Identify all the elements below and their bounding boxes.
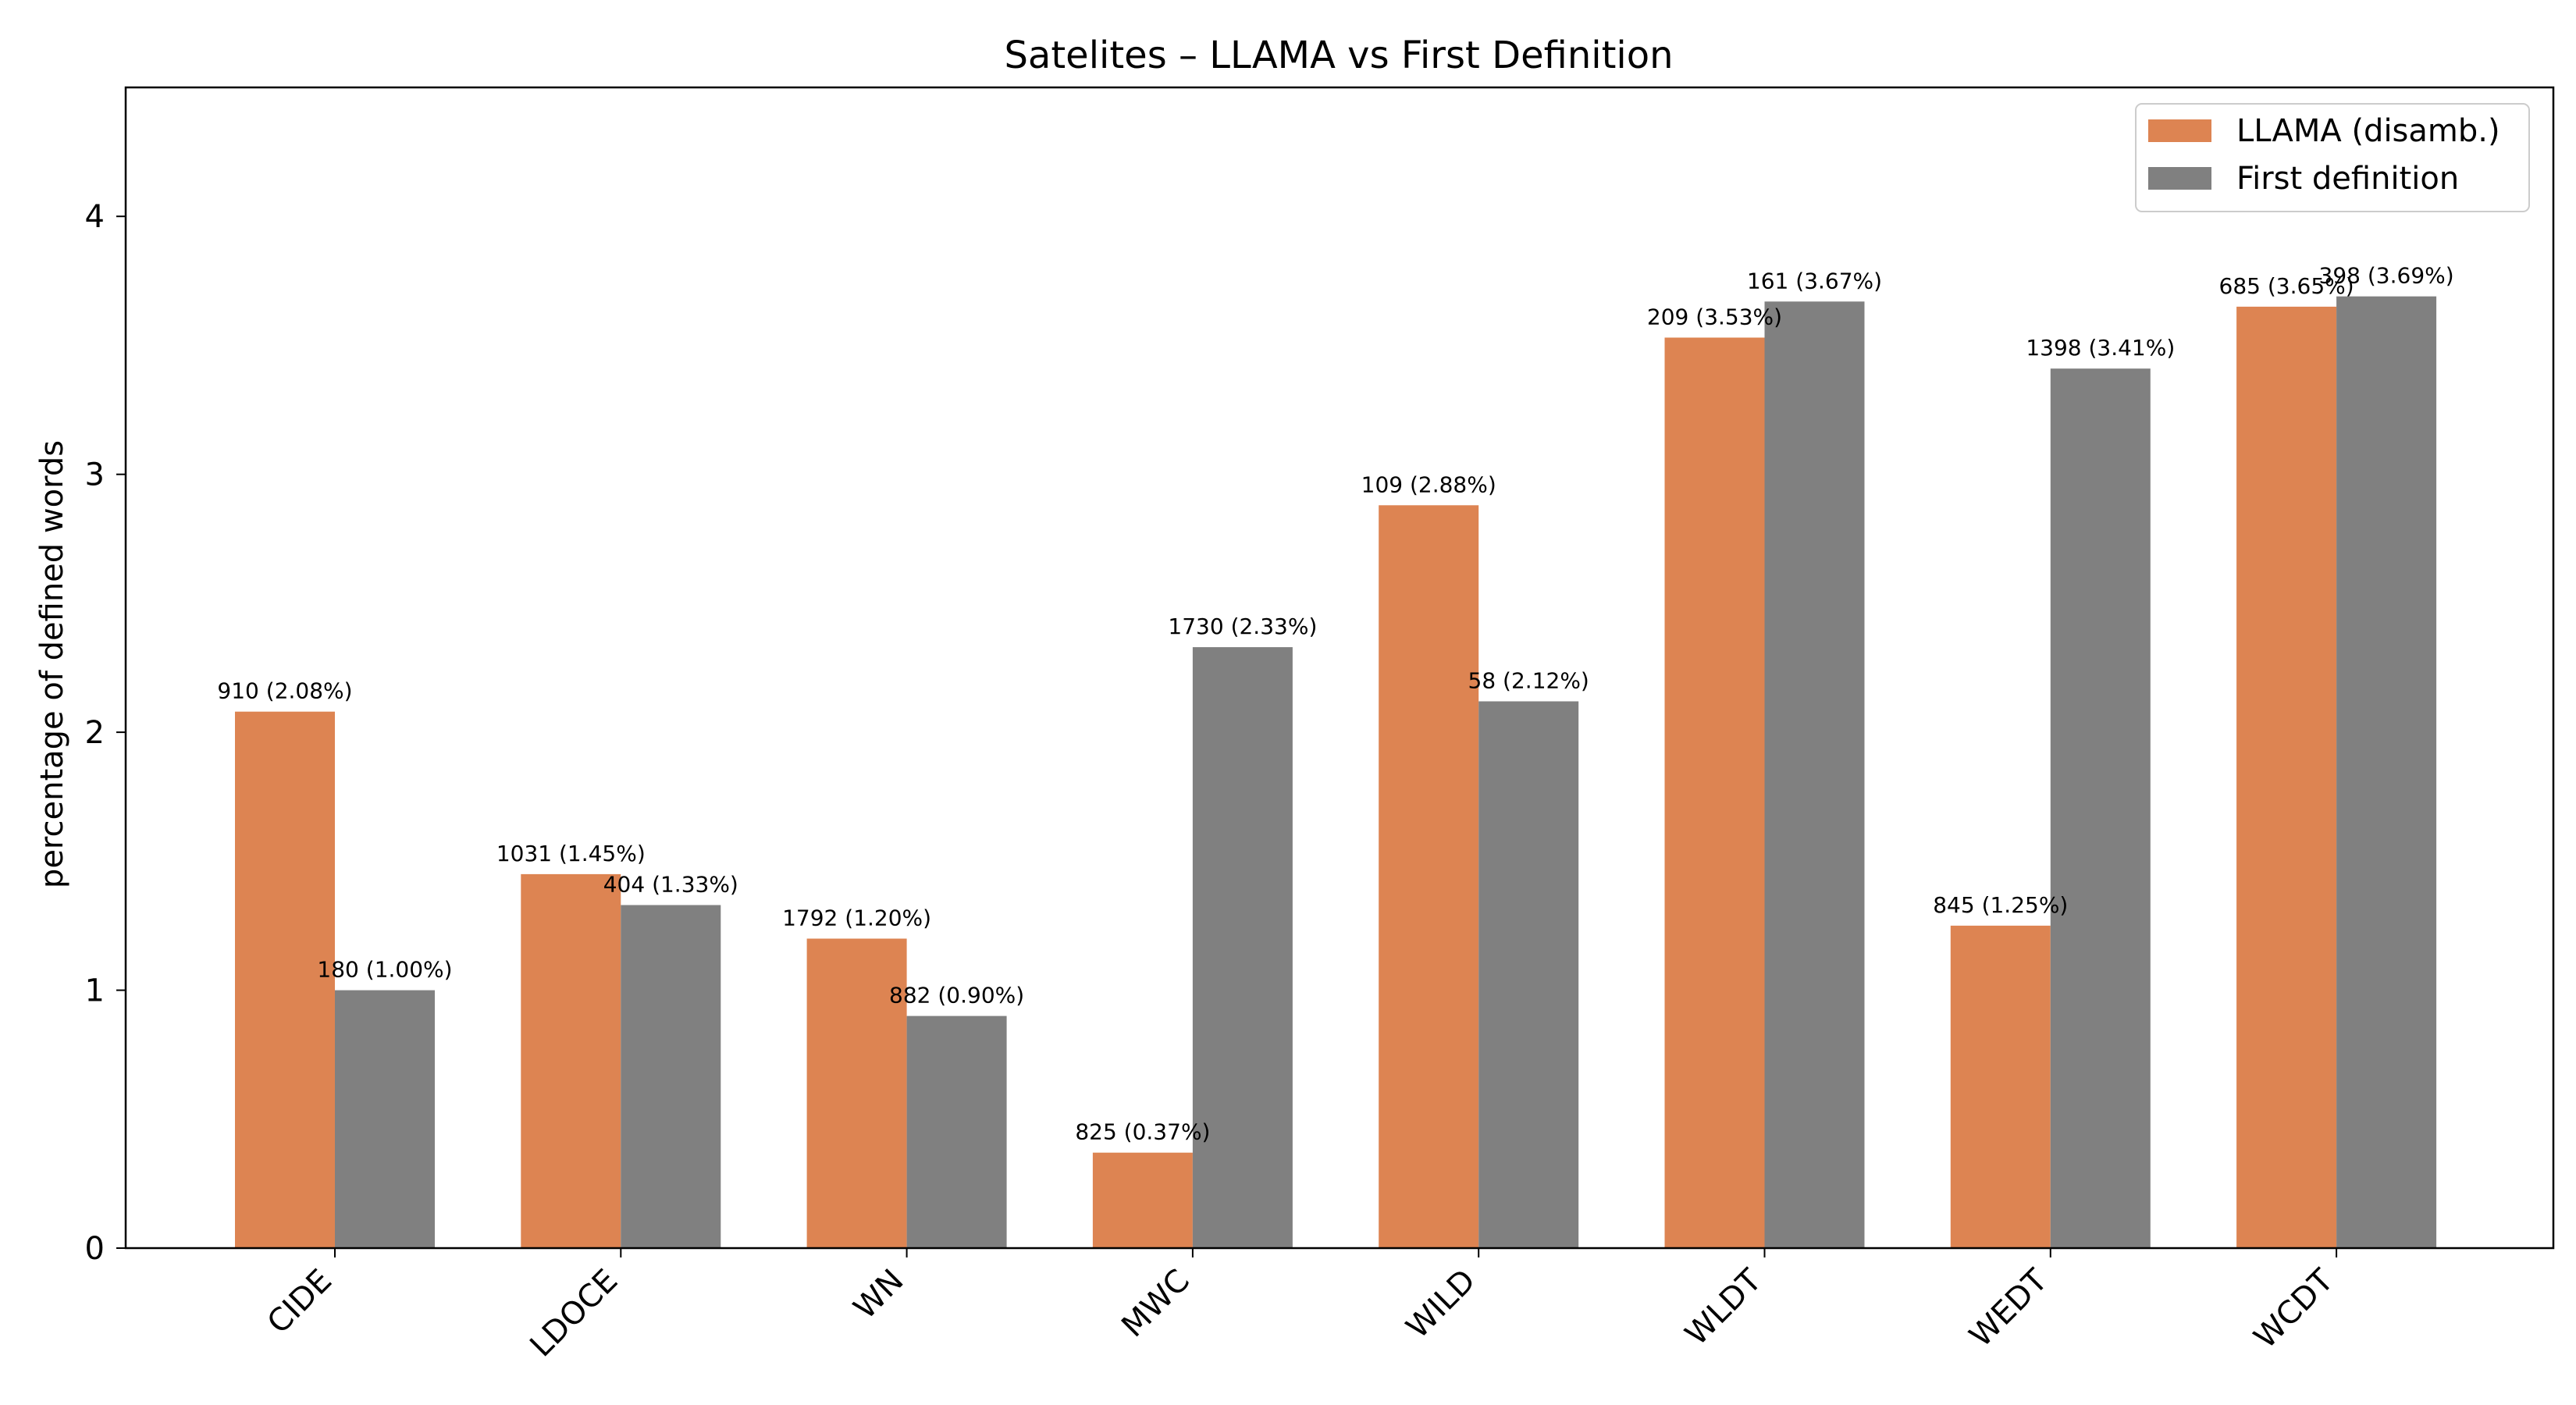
x-tick-label: CIDE: [261, 1263, 339, 1341]
bar-llama-disamb-ldoce: [521, 873, 621, 1248]
data-label: 404 (1.33%): [603, 872, 738, 898]
data-label: 161 (3.67%): [1747, 268, 1882, 293]
y-axis: 0 1 2 3 4: [85, 199, 126, 1267]
data-label: 910 (2.08%): [217, 678, 352, 704]
data-label: 180 (1.00%): [317, 957, 452, 983]
legend-swatch: [2148, 167, 2211, 190]
bar-llama-disamb-wild: [1379, 505, 1479, 1248]
y-tick-label: 3: [85, 457, 105, 493]
x-tick-label: WILD: [1400, 1263, 1482, 1346]
legend-box: [2135, 103, 2530, 212]
data-label: 398 (3.69%): [2319, 263, 2454, 289]
chart-title: Satelites – LLAMA vs First Definition: [1004, 34, 1673, 77]
bar-first-definition-wild: [1478, 701, 1579, 1248]
data-label: 1730 (2.33%): [1168, 614, 1317, 639]
data-label: 58 (2.12%): [1468, 668, 1589, 694]
legend-swatch: [2148, 119, 2211, 142]
x-tick-label: WCDT: [2247, 1262, 2341, 1356]
x-tick-label: MWC: [1115, 1263, 1197, 1345]
y-tick-label: 1: [85, 973, 105, 1009]
data-label: 685 (3.65%): [2219, 273, 2354, 299]
bar-first-definition-wcdt: [2336, 296, 2437, 1249]
data-labels-group: 910 (2.08%) 180 (1.00%) 1031 (1.45%) 404 (1…: [217, 263, 2453, 1145]
y-tick-label: 4: [85, 199, 105, 235]
bar-first-definition-wedt: [2050, 368, 2151, 1249]
data-label: 845 (1.25%): [1933, 892, 2068, 918]
bar-llama-disamb-wcdt: [2236, 306, 2337, 1248]
x-tick-label: WN: [847, 1263, 911, 1327]
data-label: 825 (0.37%): [1075, 1119, 1210, 1145]
plot-frame: [124, 86, 2555, 1250]
data-label: 109 (2.88%): [1361, 471, 1496, 497]
bars-group: [235, 296, 2437, 1249]
y-tick-label: 0: [85, 1231, 105, 1267]
bar-llama-disamb-mwc: [1092, 1152, 1193, 1248]
y-axis-label: percentage of defined words: [34, 440, 70, 888]
y-tick-label: 2: [85, 715, 105, 751]
legend: LLAMA (disamb.) First definition: [2135, 103, 2530, 212]
bar-llama-disamb-wedt: [1950, 925, 2051, 1248]
x-tick-label: WEDT: [1962, 1262, 2055, 1354]
bar-llama-disamb-wn: [806, 938, 907, 1248]
data-label: 1031 (1.45%): [496, 841, 646, 866]
data-label: 1792 (1.20%): [782, 905, 931, 931]
bar-first-definition-mwc: [1192, 647, 1293, 1248]
data-label: 1398 (3.41%): [2026, 335, 2175, 361]
data-label: 882 (0.90%): [889, 983, 1024, 1008]
bar-llama-disamb-cide: [235, 711, 335, 1248]
x-axis: CIDE LDOCE WN MWC WILD WLDT WEDT WCDT: [261, 1248, 2341, 1364]
bar-first-definition-ldoce: [621, 905, 721, 1248]
x-tick-label: WLDT: [1678, 1262, 1769, 1353]
bar-llama-disamb-wldt: [1664, 337, 1765, 1248]
bar-first-definition-cide: [335, 990, 435, 1248]
bar-first-definition-wn: [906, 1016, 1007, 1248]
bar-first-definition-wldt: [1764, 301, 1865, 1248]
legend-label: LLAMA (disamb.): [2236, 113, 2500, 149]
legend-label: First definition: [2236, 161, 2459, 197]
data-label: 209 (3.53%): [1647, 304, 1782, 330]
x-tick-label: LDOCE: [523, 1263, 624, 1364]
